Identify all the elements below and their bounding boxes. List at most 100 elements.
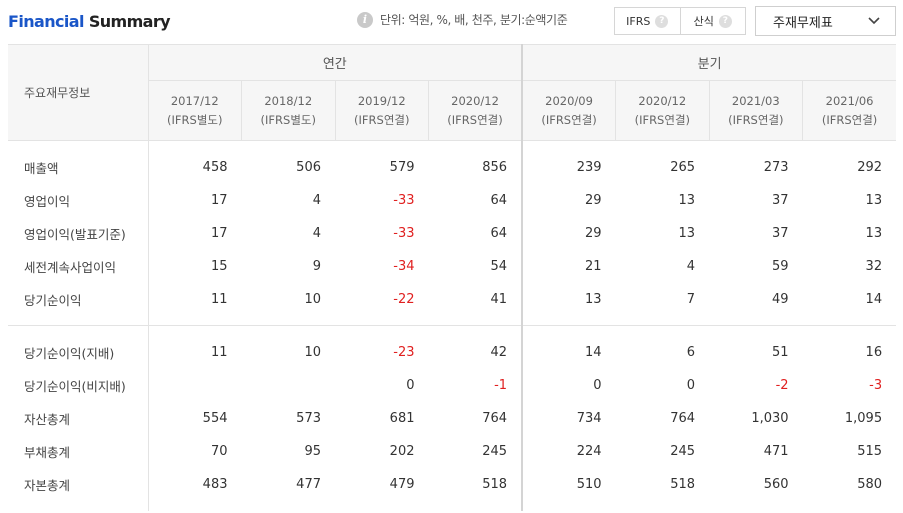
column-date: 2020/12 xyxy=(638,93,687,108)
column-basis: (IFRS연결) xyxy=(541,112,597,127)
column-header: 2020/09 (IFRS연결) xyxy=(521,80,616,141)
financial-summary-header: Financial Summary i 단위: 억원, %, 배, 천주, 분기… xyxy=(0,0,903,44)
row-label[interactable]: 당기순이익(지배) xyxy=(24,346,115,361)
table-cell: 518 xyxy=(482,477,508,492)
ifrs-help-icon[interactable]: ? xyxy=(655,14,669,28)
table-row: 매출액 458 506 579 856 239 265 273 292 xyxy=(8,150,896,184)
table-row: 영업이익 17 4 -33 64 29 13 37 13 xyxy=(8,183,896,217)
table-cell: 10 xyxy=(304,291,321,307)
table-cell: 239 xyxy=(521,150,616,184)
table-cell: 458 xyxy=(147,150,242,184)
table-row: 자산총계 554 573 681 764 734 764 1,030 1,095 xyxy=(8,402,896,435)
column-basis: (IFRS별도) xyxy=(260,112,316,127)
table-cell: 70 xyxy=(147,435,242,468)
table-row: 부채총계 70 95 202 245 224 245 471 515 xyxy=(8,435,896,468)
column-header: 2019/12 (IFRS연결) xyxy=(334,80,429,141)
basis-toggle: IFRS ? 산식 ? xyxy=(614,7,746,35)
column-header: 2018/12 (IFRS별도) xyxy=(241,80,335,141)
table-cell: 10 xyxy=(304,345,321,360)
column-date: 2020/09 xyxy=(545,93,593,108)
column-header: 2021/03 (IFRS연결) xyxy=(708,80,803,141)
column-date: 2020/12 xyxy=(451,93,499,108)
table-cell: 515 xyxy=(857,444,883,459)
table-cell: 1,030 xyxy=(751,411,789,426)
table-cell: 41 xyxy=(490,291,508,307)
financial-summary-table: 주요재무정보 연간 분기 2017/12 (IFRS별도) 2018/12 (IFRS… xyxy=(8,44,897,511)
row-label[interactable]: 당기순이익 xyxy=(24,292,82,308)
table-cell: 734 xyxy=(521,402,616,435)
dropdown-selected-value: 주재무제표 xyxy=(773,15,833,31)
table-row: 당기순이익(지배) 11 10 -23 42 14 6 51 16 xyxy=(8,336,896,369)
row-label[interactable]: 매출액 xyxy=(24,160,59,176)
table-cell: 42 xyxy=(490,345,508,360)
table-cell: -33 xyxy=(393,192,415,208)
table-cell: 573 xyxy=(296,411,321,426)
column-basis: (IFRS연결) xyxy=(821,112,878,127)
table-cell: 4 xyxy=(312,192,321,208)
table-cell: 64 xyxy=(490,225,508,241)
table-cell: 11 xyxy=(147,282,242,316)
column-basis: (IFRS연결) xyxy=(354,112,410,127)
table-cell: 29 xyxy=(521,183,616,217)
table-cell: 273 xyxy=(763,159,789,175)
formula-label: 산식 xyxy=(693,15,714,28)
row-label[interactable]: 당기순이익(비지배) xyxy=(24,379,126,394)
formula-help-icon[interactable]: ? xyxy=(718,14,732,28)
statement-type-dropdown[interactable]: 주재무제표 xyxy=(755,6,896,36)
table-cell: 64 xyxy=(490,192,508,208)
table-cell: 37 xyxy=(772,225,789,241)
column-basis: (IFRS연결) xyxy=(728,112,784,127)
table-cell: -2 xyxy=(775,378,789,393)
table-cell: 37 xyxy=(772,192,789,208)
chevron-down-icon xyxy=(868,17,880,25)
table-cell: 224 xyxy=(521,435,616,468)
row-label[interactable]: 부채총계 xyxy=(24,445,71,460)
ifrs-toggle-button[interactable]: IFRS ? xyxy=(615,8,680,34)
corner-header: 주요재무정보 xyxy=(8,44,148,141)
table-cell: 29 xyxy=(521,216,616,250)
table-cell: 265 xyxy=(670,159,696,175)
table-cell: 506 xyxy=(296,159,321,175)
title-summary: Summary xyxy=(88,12,171,31)
table-cell: 15 xyxy=(147,249,242,283)
row-label[interactable]: 자산총계 xyxy=(24,412,71,427)
column-basis: (IFRS연결) xyxy=(447,112,503,127)
table-cell: 0 xyxy=(686,378,696,393)
column-date: 2019/12 xyxy=(357,93,406,108)
column-basis: (IFRS별도) xyxy=(167,112,223,127)
row-label[interactable]: 영업이익(발표기준) xyxy=(24,226,126,242)
table-cell: 856 xyxy=(482,159,508,175)
table-cell: 245 xyxy=(670,444,696,459)
table-cell: 51 xyxy=(772,345,789,360)
table-cell: 580 xyxy=(857,477,883,492)
row-label[interactable]: 영업이익 xyxy=(24,193,71,209)
table-cell: 6 xyxy=(686,345,696,360)
table-cell: 59 xyxy=(772,258,789,274)
table-cell: 13 xyxy=(865,192,883,208)
table-cell: 764 xyxy=(670,411,696,426)
table-cell: 17 xyxy=(147,183,242,217)
column-date: 2021/06 xyxy=(825,93,874,108)
table-cell: -33 xyxy=(393,225,415,241)
column-date: 2021/03 xyxy=(731,93,780,108)
formula-toggle-button[interactable]: 산식 ? xyxy=(679,8,746,34)
table-cell: 7 xyxy=(686,291,696,307)
table-cell: 483 xyxy=(147,468,242,501)
table-cell: 479 xyxy=(389,477,415,492)
column-header: 2020/12 (IFRS연결) xyxy=(428,80,523,141)
table-cell: 95 xyxy=(304,444,321,459)
table-cell: 0 xyxy=(521,369,616,402)
unit-text: 단위: 억원, %, 배, 천주, 분기:순액기준 xyxy=(380,13,568,27)
table-cell: 0 xyxy=(406,378,415,393)
column-basis: (IFRS연결) xyxy=(634,112,691,127)
table-row: 영업이익(발표기준) 17 4 -33 64 29 13 37 13 xyxy=(8,216,896,250)
info-icon[interactable]: i xyxy=(357,11,373,28)
table-row: 당기순이익 11 10 -22 41 13 7 49 14 xyxy=(8,282,896,316)
row-label[interactable]: 세전계속사업이익 xyxy=(24,259,117,275)
table-cell: 49 xyxy=(772,291,789,307)
table-cell: 518 xyxy=(670,477,696,492)
unit-info: i 단위: 억원, %, 배, 천주, 분기:순액기준 xyxy=(357,11,568,28)
table-cell: 4 xyxy=(686,258,696,274)
section-title: Financial Summary xyxy=(8,12,171,31)
row-label[interactable]: 자본총계 xyxy=(24,478,71,493)
